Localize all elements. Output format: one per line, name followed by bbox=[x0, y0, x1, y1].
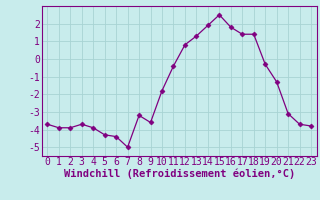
X-axis label: Windchill (Refroidissement éolien,°C): Windchill (Refroidissement éolien,°C) bbox=[64, 169, 295, 179]
